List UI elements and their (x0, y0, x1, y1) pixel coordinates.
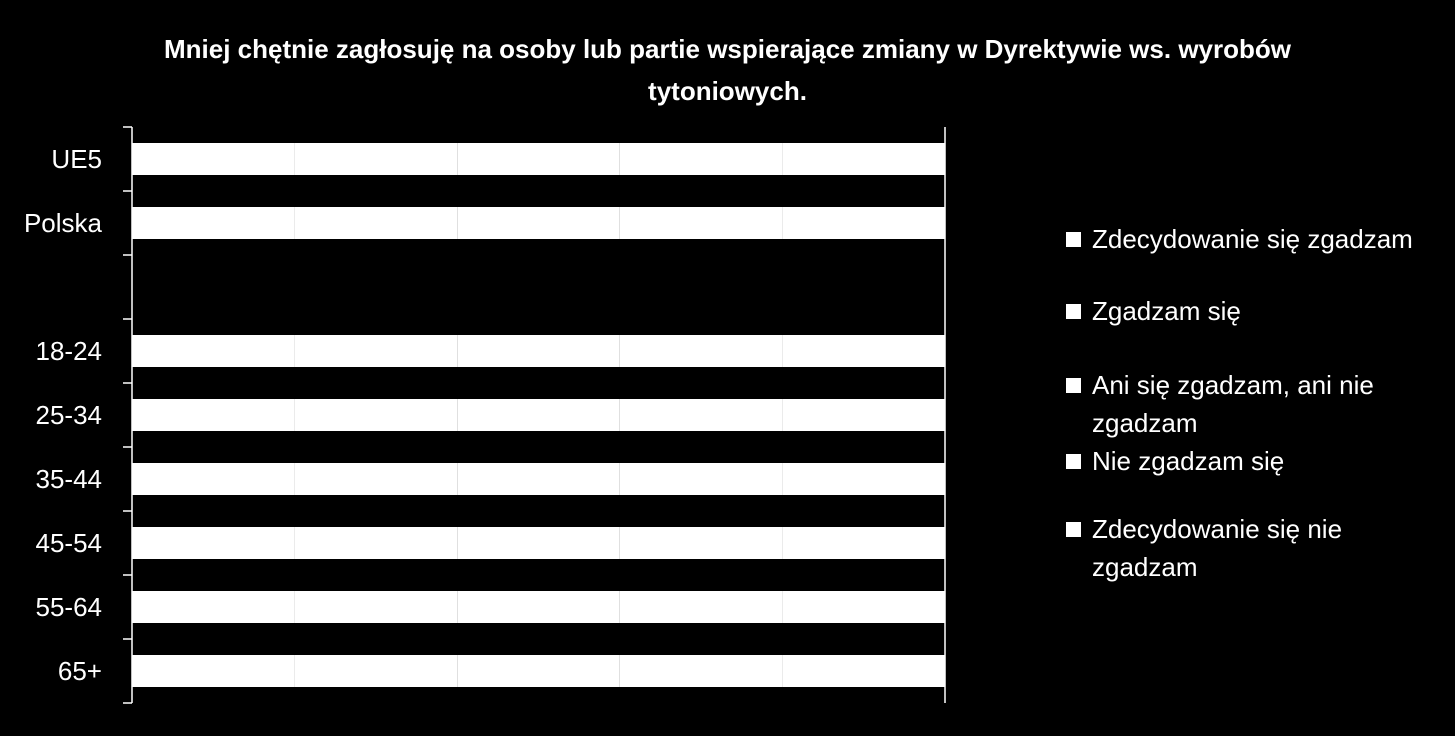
bar-segment (457, 655, 620, 687)
legend-item: Zgadzam się (1066, 292, 1446, 330)
bar-segment (457, 143, 620, 175)
bar-segment (294, 527, 458, 559)
bar-segment (294, 207, 458, 239)
bar-segment (294, 591, 458, 623)
bar-segment (782, 143, 945, 175)
legend-swatch (1066, 304, 1081, 319)
y-tick-label: 35-44 (36, 464, 103, 494)
bar-segment (619, 527, 783, 559)
axes-group (123, 126, 946, 704)
bar-segment (457, 463, 620, 495)
bar-segment (132, 655, 295, 687)
bars-group (132, 143, 945, 687)
bar-segment (457, 207, 620, 239)
legend-swatch (1066, 454, 1081, 469)
bar-segment (132, 335, 295, 367)
bar-segment (782, 527, 945, 559)
bar-segment (619, 463, 783, 495)
bar-segment (782, 207, 945, 239)
y-tick-label: 55-64 (36, 592, 103, 622)
legend-label: Zdecydowanie się zgadzam (1092, 224, 1413, 254)
bar-segment (294, 143, 458, 175)
bar-segment (294, 335, 458, 367)
bar-segment (619, 591, 783, 623)
y-tick-label: 65+ (58, 656, 102, 686)
bar-segment (132, 463, 295, 495)
legend-label: Ani się zgadzam, ani nie zgadzam (1092, 370, 1374, 438)
y-tick-label: 18-24 (36, 336, 103, 366)
bar-segment (457, 591, 620, 623)
bar-segment (619, 335, 783, 367)
legend-swatch (1066, 522, 1081, 537)
legend-item: Nie zgadzam się (1066, 442, 1446, 480)
legend-item: Zdecydowanie się zgadzam (1066, 220, 1446, 258)
bar-segment (782, 591, 945, 623)
bar-segment (619, 399, 783, 431)
y-tick-label: 25-34 (36, 400, 103, 430)
bar-segment (619, 655, 783, 687)
bar-segment (132, 207, 295, 239)
legend-item: Zdecydowanie się nie zgadzam (1066, 510, 1446, 586)
bar-segment (457, 527, 620, 559)
y-tick-label: 45-54 (36, 528, 103, 558)
bar-segment (782, 399, 945, 431)
bar-segment (782, 335, 945, 367)
bar-segment (782, 655, 945, 687)
legend-swatch (1066, 378, 1081, 393)
bar-segment (132, 591, 295, 623)
legend-swatch (1066, 232, 1081, 247)
bar-segment (457, 335, 620, 367)
bar-segment (294, 655, 458, 687)
chart-title: Mniej chętnie zagłosuję na osoby lub par… (163, 34, 1291, 106)
bar-segment (132, 143, 295, 175)
bar-segment (619, 143, 783, 175)
bar-segment (132, 527, 295, 559)
bar-segment (294, 463, 458, 495)
y-tick-label: UE5 (51, 144, 102, 174)
category-ticks: UE5 Polska 18-24 25-34 35-44 45-54 55-64 65+ (24, 144, 103, 686)
bar-segment (294, 399, 458, 431)
y-tick-label: Polska (24, 208, 103, 238)
bar-segment (132, 399, 295, 431)
legend-label: Zgadzam się (1092, 296, 1241, 326)
bar-segment (457, 399, 620, 431)
bar-segment (782, 463, 945, 495)
legend-item: Ani się zgadzam, ani nie zgadzam (1066, 366, 1446, 442)
legend-label: Nie zgadzam się (1092, 446, 1285, 476)
bar-segment (619, 207, 783, 239)
legend-label: Zdecydowanie się nie zgadzam (1092, 514, 1343, 582)
